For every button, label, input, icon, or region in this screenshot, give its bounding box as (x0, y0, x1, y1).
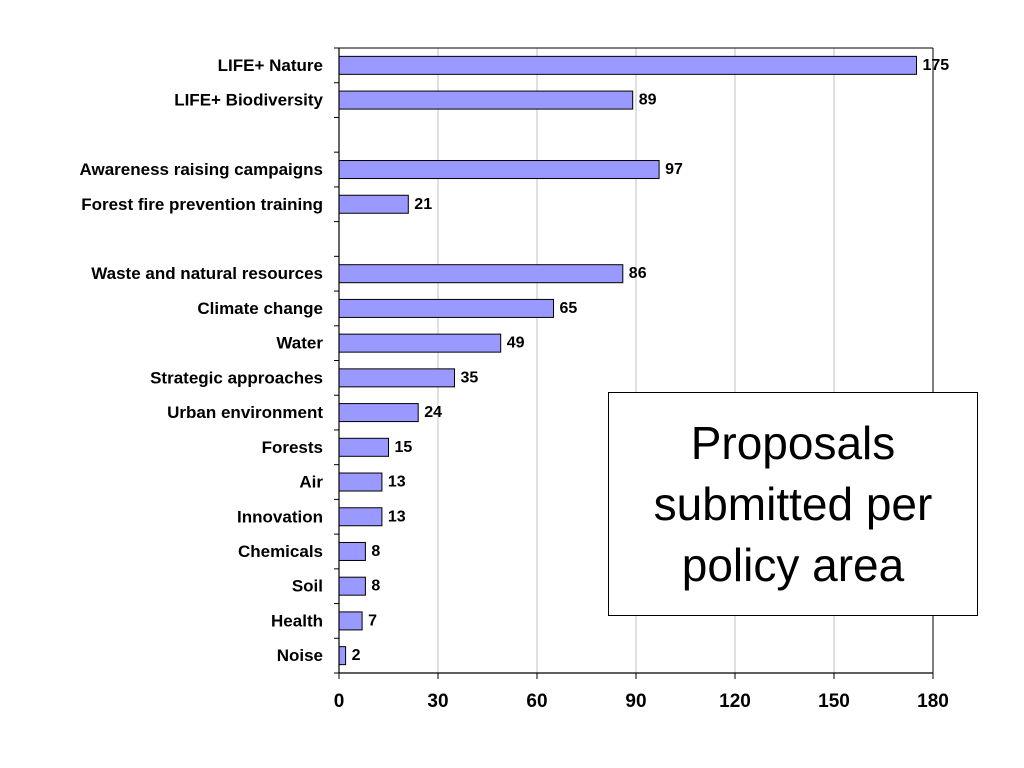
x-tick-label: 150 (818, 691, 850, 712)
data-label: 13 (388, 474, 406, 491)
bar (338, 194, 409, 214)
bar (338, 437, 389, 457)
category-label: Soil (292, 577, 323, 596)
bar (338, 298, 554, 318)
data-label: 175 (923, 57, 950, 74)
category-label: Climate change (197, 299, 323, 318)
x-tick-label: 60 (526, 691, 547, 712)
category-label: Health (271, 611, 323, 630)
bar (338, 507, 383, 527)
x-tick-label: 90 (625, 691, 646, 712)
category-label: Awareness raising campaigns (80, 160, 323, 179)
data-label: 97 (665, 161, 683, 178)
category-label: Forests (262, 438, 323, 457)
data-label: 89 (639, 92, 657, 109)
category-label: LIFE+ Nature (218, 56, 323, 75)
data-label: 13 (388, 508, 406, 525)
category-label: Urban environment (167, 403, 323, 422)
bar (338, 160, 660, 180)
bar (338, 368, 455, 388)
data-label: 8 (371, 578, 380, 595)
category-label: Waste and natural resources (91, 264, 323, 283)
category-label: Strategic approaches (150, 368, 323, 387)
bar (338, 646, 347, 666)
bar (338, 55, 917, 75)
bar (338, 264, 624, 284)
category-label: Noise (277, 646, 323, 665)
chart-title-box: Proposals submitted per policy area (608, 392, 978, 616)
x-tick-label: 180 (917, 691, 949, 712)
data-label: 15 (395, 439, 413, 456)
bar (338, 576, 366, 596)
bar (338, 90, 634, 110)
x-tick-label: 0 (334, 691, 345, 712)
data-label: 49 (507, 335, 525, 352)
data-label: 8 (371, 543, 380, 560)
category-label: Innovation (237, 507, 323, 526)
chart-title: Proposals submitted per policy area (653, 416, 933, 591)
bar (338, 472, 383, 492)
data-label: 35 (461, 369, 479, 386)
category-label: Air (299, 473, 323, 492)
data-label: 24 (424, 404, 442, 421)
x-tick-label: 120 (719, 691, 751, 712)
data-label: 7 (368, 612, 377, 629)
x-tick-label: 30 (427, 691, 448, 712)
bar (338, 333, 502, 353)
bar (338, 541, 366, 561)
bar (338, 611, 363, 631)
category-label: Chemicals (238, 542, 323, 561)
data-label: 21 (414, 196, 432, 213)
data-label: 65 (560, 300, 578, 317)
bar (338, 403, 419, 423)
data-label: 2 (352, 647, 361, 664)
category-label: Forest fire prevention training (81, 195, 323, 214)
category-label: Water (276, 334, 323, 353)
category-label: LIFE+ Biodiversity (174, 91, 323, 110)
data-label: 86 (629, 265, 647, 282)
